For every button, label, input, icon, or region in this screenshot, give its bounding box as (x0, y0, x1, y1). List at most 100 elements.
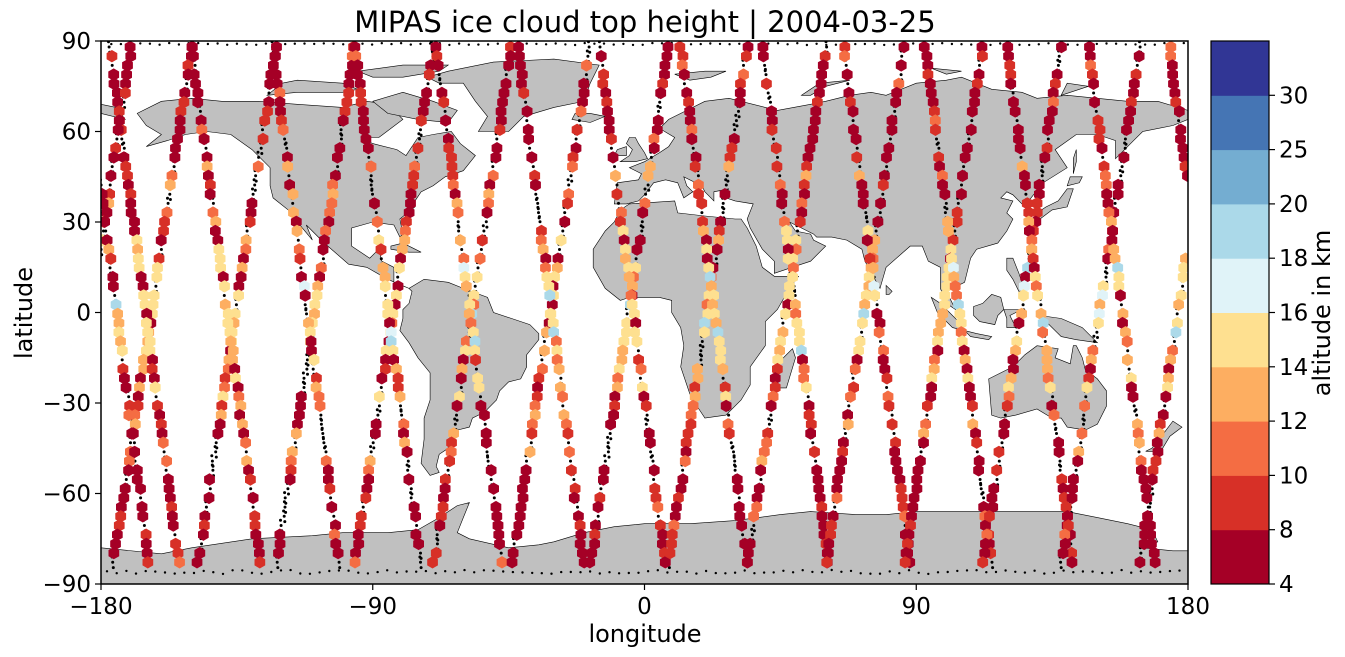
cloud-hexagon (1139, 528, 1151, 541)
no-cloud-dot (534, 192, 538, 196)
cloud-hexagon (134, 381, 145, 394)
no-cloud-dot (418, 137, 421, 141)
no-cloud-dot (811, 441, 815, 445)
cloud-hexagon (483, 188, 495, 201)
cloud-hexagon (701, 243, 712, 256)
no-cloud-dot (479, 395, 482, 399)
cloud-hexagon (816, 68, 827, 81)
cloud-hexagon (495, 105, 507, 118)
no-cloud-dot (1181, 284, 1185, 288)
colorbar-segment (1211, 41, 1269, 96)
cloud-hexagon (886, 418, 898, 431)
cloud-hexagon (515, 59, 526, 72)
cloud-hexagon (617, 344, 629, 357)
no-cloud-dot (369, 183, 373, 187)
cloud-hexagon (138, 353, 149, 367)
cloud-hexagon (590, 519, 601, 532)
cloud-hexagon (713, 335, 725, 348)
cloud-hexagon (981, 528, 993, 541)
no-cloud-dot (504, 73, 508, 77)
cloud-hexagon (851, 353, 863, 367)
cloud-hexagon (617, 224, 629, 238)
cloud-hexagon (842, 408, 853, 422)
cloud-hexagon (895, 59, 907, 72)
no-cloud-dot (763, 67, 767, 71)
no-cloud-dot (796, 42, 799, 45)
cloud-hexagon (154, 408, 165, 422)
cloud-hexagon (1044, 381, 1056, 394)
cloud-hexagon (1177, 142, 1188, 155)
cloud-hexagon (332, 546, 344, 560)
no-cloud-dot (1094, 109, 1098, 113)
cloud-hexagon (1118, 151, 1130, 164)
no-cloud-dot (1139, 570, 1143, 573)
cloud-hexagon (941, 280, 953, 293)
no-cloud-dot (119, 42, 123, 46)
no-cloud-dot (815, 42, 818, 45)
no-cloud-dot (1058, 468, 1062, 472)
cloud-hexagon (1085, 59, 1096, 72)
cloud-hexagon (375, 243, 387, 256)
no-cloud-dot (544, 43, 548, 46)
no-cloud-dot (1182, 41, 1186, 45)
no-cloud-dot (1040, 165, 1044, 169)
no-cloud-dot (285, 146, 289, 150)
no-cloud-dot (139, 42, 142, 45)
no-cloud-dot (491, 165, 495, 169)
cloud-hexagon (1088, 77, 1099, 90)
no-cloud-dot (638, 376, 642, 380)
cloud-hexagon (384, 316, 395, 330)
cloud-hexagon (240, 234, 252, 247)
cloud-hexagon (290, 215, 302, 228)
cloud-hexagon (810, 105, 822, 118)
cloud-hexagon (157, 436, 169, 449)
cloud-hexagon (437, 500, 449, 514)
cloud-hexagon (309, 307, 320, 321)
cloud-hexagon (1141, 491, 1153, 505)
cloud-hexagon (196, 123, 208, 136)
cloud-hexagon (859, 298, 871, 311)
no-cloud-dot (728, 43, 731, 46)
no-cloud-dot (457, 229, 461, 233)
no-cloud-dot (846, 82, 850, 86)
cloud-hexagon (250, 528, 262, 541)
no-cloud-dot (374, 211, 378, 215)
cloud-hexagon (973, 68, 985, 81)
no-cloud-dot (129, 441, 132, 445)
cloud-hexagon (219, 381, 230, 394)
cloud-hexagon (164, 178, 176, 192)
no-cloud-dot (1172, 340, 1176, 343)
no-cloud-dot (650, 454, 654, 458)
cloud-hexagon (930, 123, 941, 136)
cloud-hexagon (1004, 59, 1016, 72)
no-cloud-dot (1123, 141, 1127, 145)
cloud-hexagon (129, 215, 140, 228)
cloud-hexagon (977, 556, 989, 569)
no-cloud-dot (1040, 169, 1044, 173)
no-cloud-dot (989, 43, 992, 47)
cloud-hexagon (630, 316, 642, 330)
cloud-hexagon (652, 500, 664, 514)
cloud-hexagon (110, 142, 121, 155)
no-cloud-dot (561, 404, 565, 408)
cloud-hexagon (608, 408, 619, 422)
no-cloud-dot (257, 155, 261, 159)
no-cloud-dot (264, 42, 268, 45)
no-cloud-dot (967, 137, 971, 141)
cloud-hexagon (217, 390, 229, 403)
cloud-hexagon (141, 316, 152, 330)
cloud-hexagon (409, 160, 420, 173)
cloud-hexagon (175, 105, 187, 118)
no-cloud-dot (1037, 43, 1041, 46)
cloud-hexagon (198, 132, 210, 146)
no-cloud-dot (542, 340, 546, 343)
cloud-hexagon (703, 261, 715, 275)
no-cloud-dot (305, 367, 309, 371)
cloud-hexagon (831, 491, 843, 505)
cloud-hexagon (696, 197, 708, 210)
no-cloud-dot (776, 155, 779, 159)
no-cloud-dot (337, 560, 341, 564)
cloud-hexagon (518, 86, 530, 100)
cloud-hexagon (516, 77, 527, 90)
no-cloud-dot (122, 146, 126, 150)
